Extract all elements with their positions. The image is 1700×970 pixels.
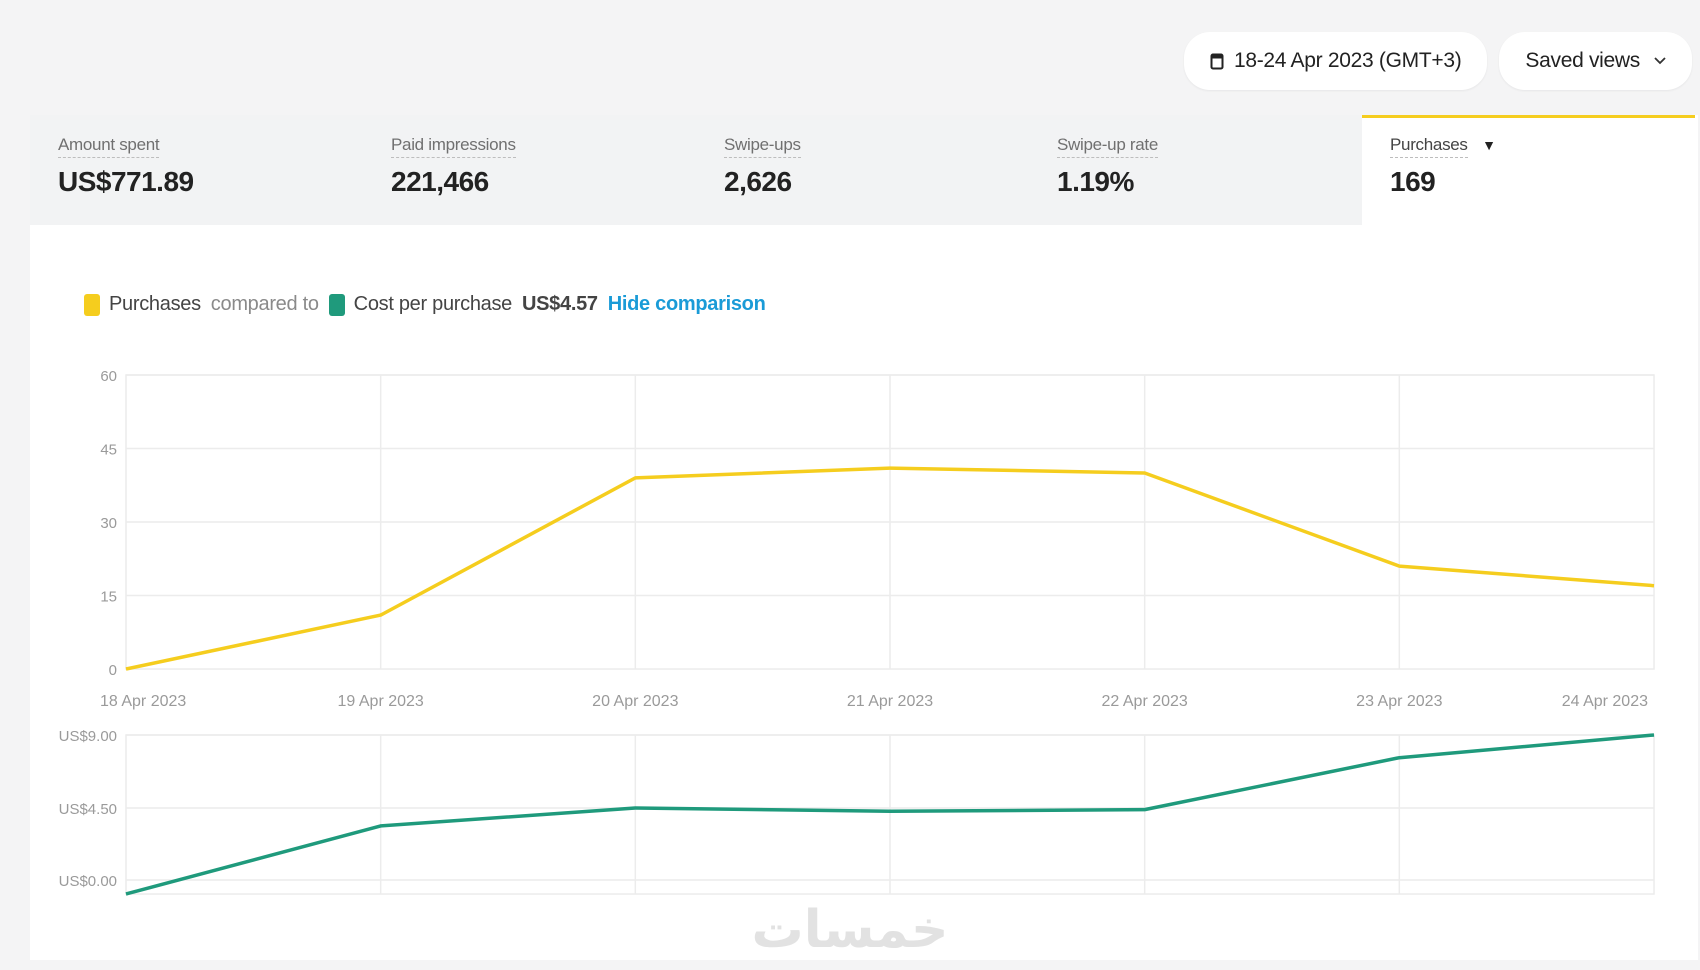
top-controls: 18-24 Apr 2023 (GMT+3) Saved views: [1183, 32, 1692, 90]
legend-secondary-value: US$4.57: [522, 293, 598, 315]
purchases-swatch: [84, 293, 100, 316]
caret-down-icon[interactable]: ▼: [1482, 137, 1496, 153]
metric-value: US$771.89: [58, 166, 194, 197]
metric-label: Purchases: [1390, 135, 1468, 158]
metric-label: Paid impressions: [391, 135, 516, 158]
metric-value: 221,466: [391, 166, 489, 197]
metric-swipe-up-rate[interactable]: Swipe-up rate 1.19%: [1029, 115, 1362, 225]
watermark: خمسات: [751, 900, 949, 960]
chevron-down-icon: [1654, 57, 1666, 65]
metric-swipe-ups[interactable]: Swipe-ups 2,626: [696, 115, 1029, 225]
metric-value: 2,626: [724, 166, 792, 197]
metric-label: Amount spent: [58, 135, 160, 158]
metric-amount-spent[interactable]: Amount spent US$771.89: [30, 115, 363, 225]
metrics-row: Amount spent US$771.89 Paid impressions …: [30, 115, 1698, 225]
metric-value: 1.19%: [1057, 166, 1134, 197]
cost-swatch: [328, 293, 345, 316]
metric-value: 169: [1390, 166, 1436, 197]
date-range-picker[interactable]: 18-24 Apr 2023 (GMT+3): [1183, 32, 1488, 90]
date-range-label: 18-24 Apr 2023 (GMT+3): [1233, 49, 1462, 72]
legend-primary: Purchases: [109, 293, 201, 315]
metric-purchases[interactable]: Purchases ▼ 169: [1362, 115, 1695, 225]
saved-views-label: Saved views: [1525, 49, 1640, 72]
metric-label: Swipe-ups: [724, 135, 801, 158]
calendar-icon: [1210, 52, 1224, 70]
saved-views-dropdown[interactable]: Saved views: [1499, 32, 1692, 90]
metric-paid-impressions[interactable]: Paid impressions 221,466: [363, 115, 696, 225]
legend-compared-to: compared to: [210, 293, 319, 315]
chart-legend: Purchases compared to Cost per purchase …: [84, 293, 766, 316]
hide-comparison-link[interactable]: Hide comparison: [607, 293, 766, 315]
metric-label: Swipe-up rate: [1057, 135, 1158, 158]
stats-card: Amount spent US$771.89 Paid impressions …: [30, 115, 1698, 960]
legend-secondary: Cost per purchase: [353, 293, 513, 315]
